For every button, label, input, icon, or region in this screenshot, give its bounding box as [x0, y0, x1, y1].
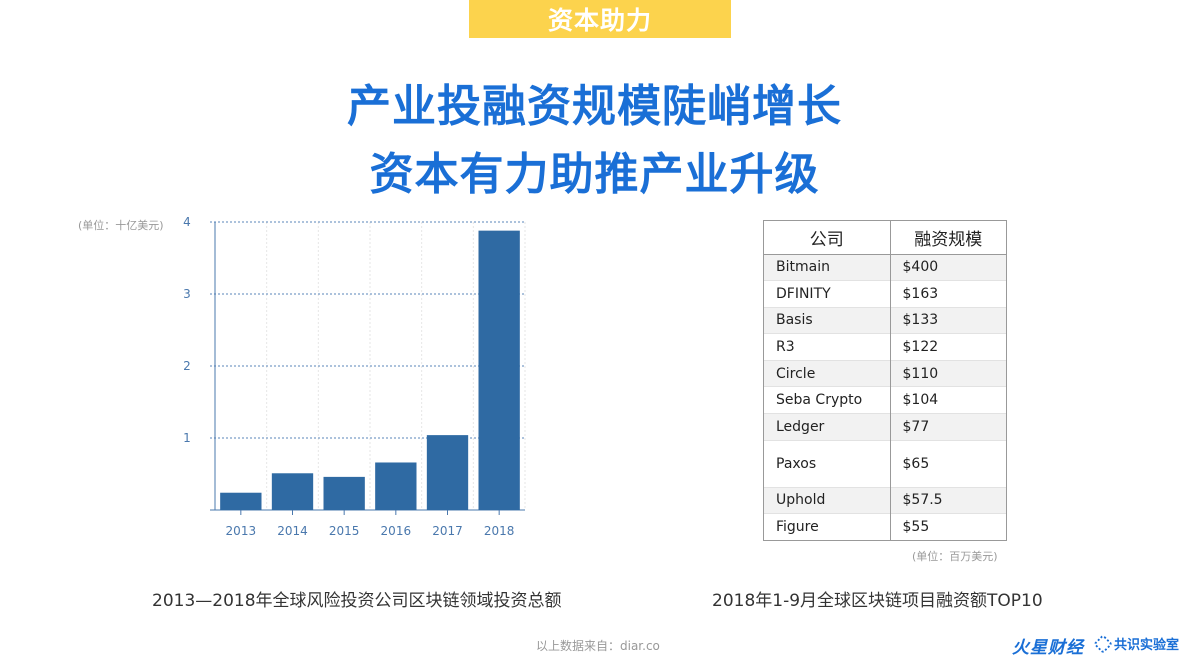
bar-chart: (单位：十亿美元) 1 2 3 4 2013 2014 2015 2016 2017 2018 [78, 215, 526, 538]
bar [220, 492, 262, 510]
y-tick-label: 4 [183, 215, 191, 229]
table-cell-amount: $57.5 [890, 486, 1006, 514]
brand-logo-gongshi: 共识实验室 [1093, 633, 1180, 654]
table-cell-amount: $400 [890, 253, 1006, 281]
table-row: Basis $133 [764, 306, 1006, 334]
table-cell-amount: $122 [890, 333, 1006, 361]
table-cell-amount: $163 [890, 280, 1006, 308]
y-tick-label: 2 [183, 359, 191, 373]
bar [426, 435, 469, 510]
table-cell-company: Circle [764, 359, 891, 387]
x-tick-label: 2015 [329, 524, 360, 538]
bar [478, 230, 520, 510]
table-unit-label: (单位：百万美元) [912, 550, 998, 563]
bar [271, 473, 314, 510]
x-tick-label: 2017 [432, 524, 463, 538]
x-tick-label: 2013 [226, 524, 257, 538]
y-tick-label: 1 [183, 431, 191, 445]
table-cell-company: Uphold [764, 486, 891, 514]
table-header-company: 公司 [764, 221, 891, 255]
table-cell-company: Bitmain [764, 253, 891, 281]
top10-table: 公司 融资规模 Bitmain $400 DFINITY $163 Basis $133 R… [763, 220, 1007, 542]
lab-logo-icon [1093, 633, 1113, 654]
source-note: 以上数据来自：diar.co [536, 639, 660, 653]
section-tag: 资本助力 [469, 0, 731, 38]
bar [323, 476, 365, 510]
x-tick-label: 2016 [381, 524, 412, 538]
table-cell-company: Paxos [764, 439, 891, 488]
y-axis-unit-label: (单位：十亿美元) [78, 218, 164, 232]
table-cell-company: Ledger [764, 413, 891, 441]
table-caption: 2018年1-9月全球区块链项目融资额TOP10 [712, 591, 1043, 611]
table-cell-company: DFINITY [764, 280, 891, 308]
headline-line-2: 资本有力助推产业升级 [369, 149, 820, 200]
x-tick-label: 2018 [484, 524, 515, 538]
table-cell-amount: $110 [890, 359, 1006, 387]
table-row: DFINITY $163 [764, 280, 1006, 308]
table-cell-amount: $65 [890, 439, 1006, 488]
table-row: Ledger $77 [764, 413, 1006, 441]
table-cell-amount: $77 [890, 413, 1006, 441]
chart-caption: 2013—2018年全球风险投资公司区块链领域投资总额 [152, 591, 562, 611]
table-cell-amount: $104 [890, 386, 1006, 414]
table-cell-amount: $55 [890, 513, 1006, 541]
table-row: Seba Crypto $104 [764, 386, 1006, 414]
table-row: Bitmain $400 [764, 253, 1006, 281]
table-cell-company: R3 [764, 333, 891, 361]
table-cell-amount: $133 [890, 306, 1006, 334]
table-cell-company: Figure [764, 513, 891, 541]
table-row: Uphold $57.5 [764, 486, 1006, 514]
table-cell-company: Basis [764, 306, 891, 334]
table-row: Paxos $65 [764, 439, 1006, 488]
headline-line-1: 产业投融资规模陡峭增长 [347, 81, 842, 132]
lab-logo-text: 共识实验室 [1114, 638, 1180, 653]
table-row: R3 $122 [764, 333, 1006, 361]
table-cell-company: Seba Crypto [764, 386, 891, 414]
bar [375, 462, 417, 510]
y-tick-label: 3 [183, 287, 191, 301]
table-row: Figure $55 [764, 513, 1006, 541]
table-header-amount: 融资规模 [890, 221, 1006, 255]
brand-logo-huoxing: 火星财经 [1012, 638, 1084, 658]
x-tick-label: 2014 [277, 524, 308, 538]
table-row: Circle $110 [764, 359, 1006, 387]
